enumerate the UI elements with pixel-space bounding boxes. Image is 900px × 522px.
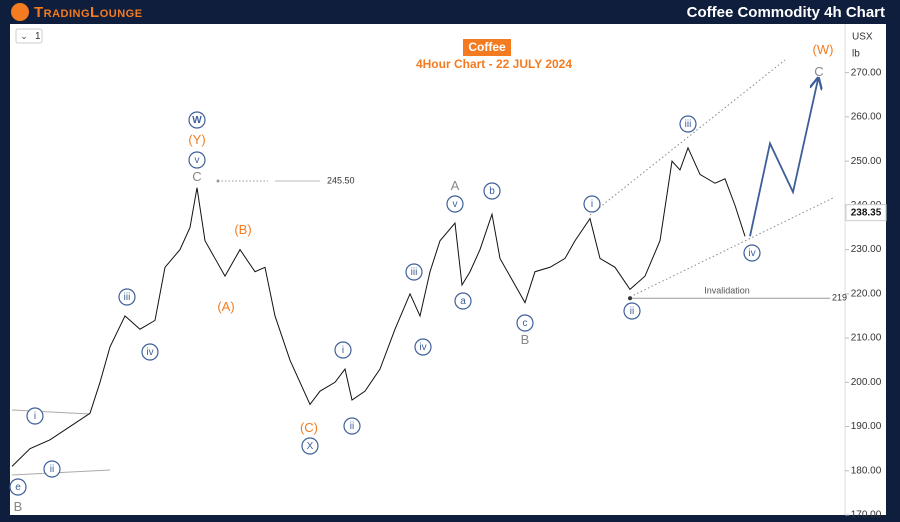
y-tick-label: 230.00: [851, 244, 882, 255]
wave-label: B: [521, 332, 530, 347]
wave-label: b: [489, 186, 495, 197]
wave-circle: [26, 407, 44, 425]
plot-background: [10, 24, 886, 515]
y-tick-label: 170.00: [851, 510, 882, 521]
toolbar-caret: ⌄: [20, 31, 28, 41]
wave-label: X: [307, 441, 314, 452]
wave-circle: [141, 343, 159, 361]
y-tick-label: 250.00: [851, 156, 882, 167]
wave-circle: [405, 263, 423, 281]
chart-subtitle: 4Hour Chart - 22 JULY 2024: [416, 57, 572, 71]
wave-label: c: [523, 318, 528, 329]
wave-label: v: [195, 155, 200, 166]
wave-label: a: [460, 296, 466, 307]
wave-label: v: [453, 199, 458, 210]
header-bar: [0, 0, 900, 24]
y-tick-label: 210.00: [851, 333, 882, 344]
wave-circle: [454, 292, 472, 310]
wave-circle: [188, 151, 206, 169]
wave-label: (C): [300, 420, 318, 435]
wave-label: A: [451, 178, 460, 193]
wave-circle: [446, 195, 464, 213]
wave-label: ii: [630, 306, 634, 317]
price-line: [11, 146, 746, 467]
wave-circle: [43, 460, 61, 478]
wave-label: (A): [217, 299, 234, 314]
wave-label: ii: [50, 464, 54, 475]
wave-label: W: [192, 115, 202, 126]
wave-circle: [623, 302, 641, 320]
channel-line: [589, 59, 786, 216]
wave-label: iv: [748, 248, 755, 259]
header-title: Coffee Commodity 4h Chart: [687, 4, 885, 21]
wave-label: C: [814, 64, 823, 79]
wave-label: (Y): [188, 132, 205, 147]
logo: TradingLounge: [34, 4, 143, 21]
logo-icon: [11, 3, 29, 21]
level-note: Invalidation: [704, 286, 750, 296]
level-point: [216, 179, 220, 183]
currency: USX: [852, 32, 873, 43]
toolbar-value: 1: [35, 31, 41, 42]
wave-label: i: [342, 345, 344, 356]
y-tick-label: 180.00: [851, 465, 882, 476]
wave-circle: [9, 478, 27, 496]
wave-circle: [679, 115, 697, 133]
projection-line: [749, 79, 818, 237]
wave-circle: [188, 111, 206, 129]
wave-label: iii: [685, 119, 692, 130]
y-tick-label: 220.00: [851, 288, 882, 299]
wave-label: i: [34, 411, 36, 422]
wave-circle: [334, 341, 352, 359]
wave-circle: [414, 338, 432, 356]
wave-label: C: [192, 169, 201, 184]
wave-circle: [743, 244, 761, 262]
title-box: [463, 39, 511, 56]
wave-label: e: [15, 482, 21, 493]
level-label: 245.50: [327, 175, 355, 185]
wave-label: iii: [124, 292, 131, 303]
wave-label: ii: [350, 421, 354, 432]
wave-label: B: [14, 499, 23, 514]
trend-line: [11, 469, 111, 476]
unit: lb: [852, 49, 860, 60]
y-tick-label: 200.00: [851, 377, 882, 388]
wave-circle: [301, 437, 319, 455]
level-label: 219: [832, 293, 847, 303]
trend-line: [11, 409, 91, 415]
last-price-label: 238.35: [851, 207, 882, 218]
chart-title: Coffee: [468, 40, 506, 54]
level-point: [628, 296, 632, 301]
wave-label: iv: [419, 342, 426, 353]
wave-circle: [483, 182, 501, 200]
y-tick-label: 270.00: [851, 67, 882, 78]
wave-circle: [118, 288, 136, 306]
toolbar[interactable]: [15, 28, 43, 44]
wave-label: iii: [411, 267, 418, 278]
wave-label: iv: [146, 347, 153, 358]
y-tick-label: 190.00: [851, 421, 882, 432]
wave-label: (B): [234, 222, 251, 237]
y-tick-label: 260.00: [851, 112, 882, 123]
wave-circle: [516, 314, 534, 332]
wave-label: (W): [813, 42, 834, 57]
wave-label: i: [591, 199, 593, 210]
wave-circle: [343, 417, 361, 435]
last-price-box: [845, 204, 887, 222]
wave-circle: [583, 195, 601, 213]
